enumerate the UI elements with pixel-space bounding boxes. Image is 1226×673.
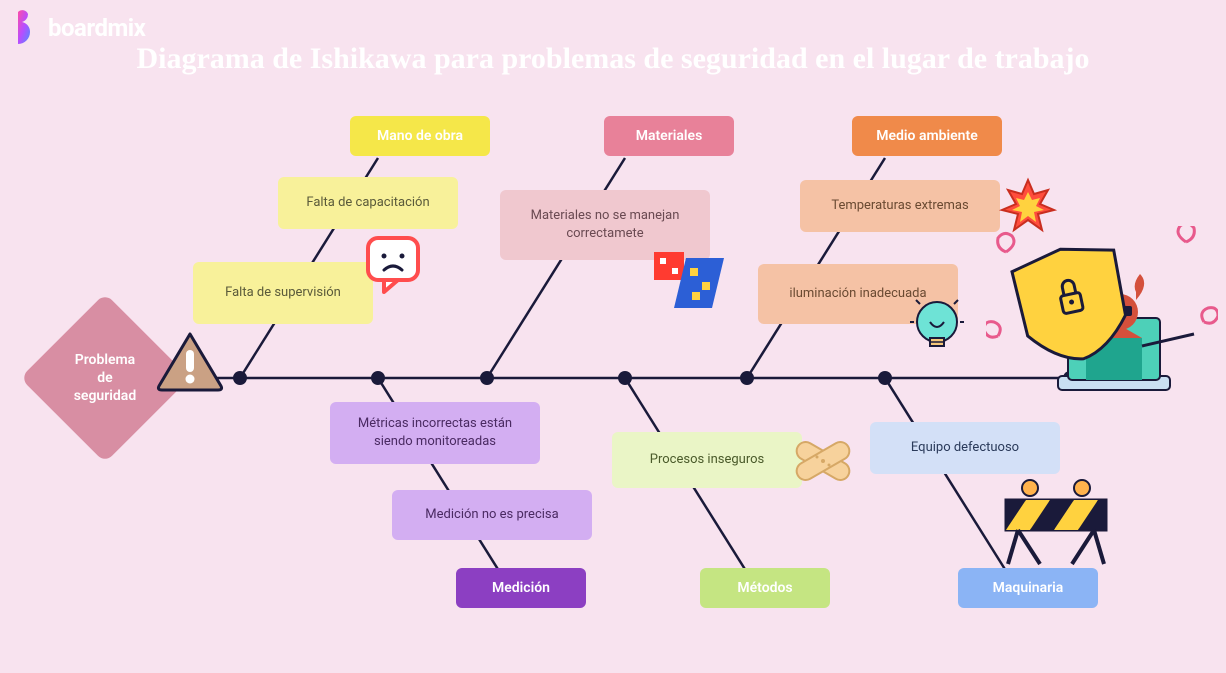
- cause-label: Materiales no se manejan correctamete: [514, 207, 696, 242]
- cause-medicion-imprecisa: Medición no es precisa: [392, 490, 592, 540]
- category-medicion: Medición: [456, 568, 586, 608]
- cause-label: iluminación inadecuada: [789, 285, 926, 303]
- cause-label: Temperaturas extremas: [831, 197, 968, 215]
- category-materiales: Materiales: [604, 116, 734, 156]
- cause-temperaturas: Temperaturas extremas: [800, 180, 1000, 232]
- hacker-shield-icon: [986, 226, 1218, 434]
- category-medio-ambiente: Medio ambiente: [852, 116, 1002, 156]
- category-label: Mano de obra: [377, 127, 463, 146]
- category-maquinaria: Maquinaria: [958, 568, 1098, 608]
- sad-speech-icon: [362, 232, 430, 300]
- cause-falta-capacitacion: Falta de capacitación: [278, 177, 458, 229]
- puzzle-icon: [652, 248, 726, 312]
- fishbone-head-label: Problemadeseguridad: [74, 351, 136, 406]
- category-label: Medición: [492, 579, 550, 598]
- barrier-icon: [1000, 478, 1112, 568]
- cause-label: Falta de supervisión: [225, 284, 341, 302]
- cause-label: Falta de capacitación: [306, 194, 429, 212]
- cause-label: Procesos inseguros: [650, 451, 764, 469]
- cause-procesos-inseguros: Procesos inseguros: [612, 432, 802, 488]
- bandaid-icon: [790, 432, 856, 488]
- cause-label: Equipo defectuoso: [911, 439, 1019, 457]
- lightbulb-icon: [910, 296, 964, 362]
- category-metodos: Métodos: [700, 568, 830, 608]
- category-label: Maquinaria: [993, 579, 1064, 598]
- category-mano-de-obra: Mano de obra: [350, 116, 490, 156]
- category-label: Materiales: [636, 127, 703, 146]
- cause-label: Medición no es precisa: [425, 506, 558, 524]
- category-label: Métodos: [737, 579, 792, 598]
- cause-label: Métricas incorrectas están siendo monito…: [344, 415, 526, 450]
- warning-triangle-icon: [155, 330, 225, 392]
- cause-metricas-incorrectas: Métricas incorrectas están siendo monito…: [330, 402, 540, 464]
- category-label: Medio ambiente: [876, 127, 978, 146]
- cause-falta-supervision: Falta de supervisión: [193, 262, 373, 324]
